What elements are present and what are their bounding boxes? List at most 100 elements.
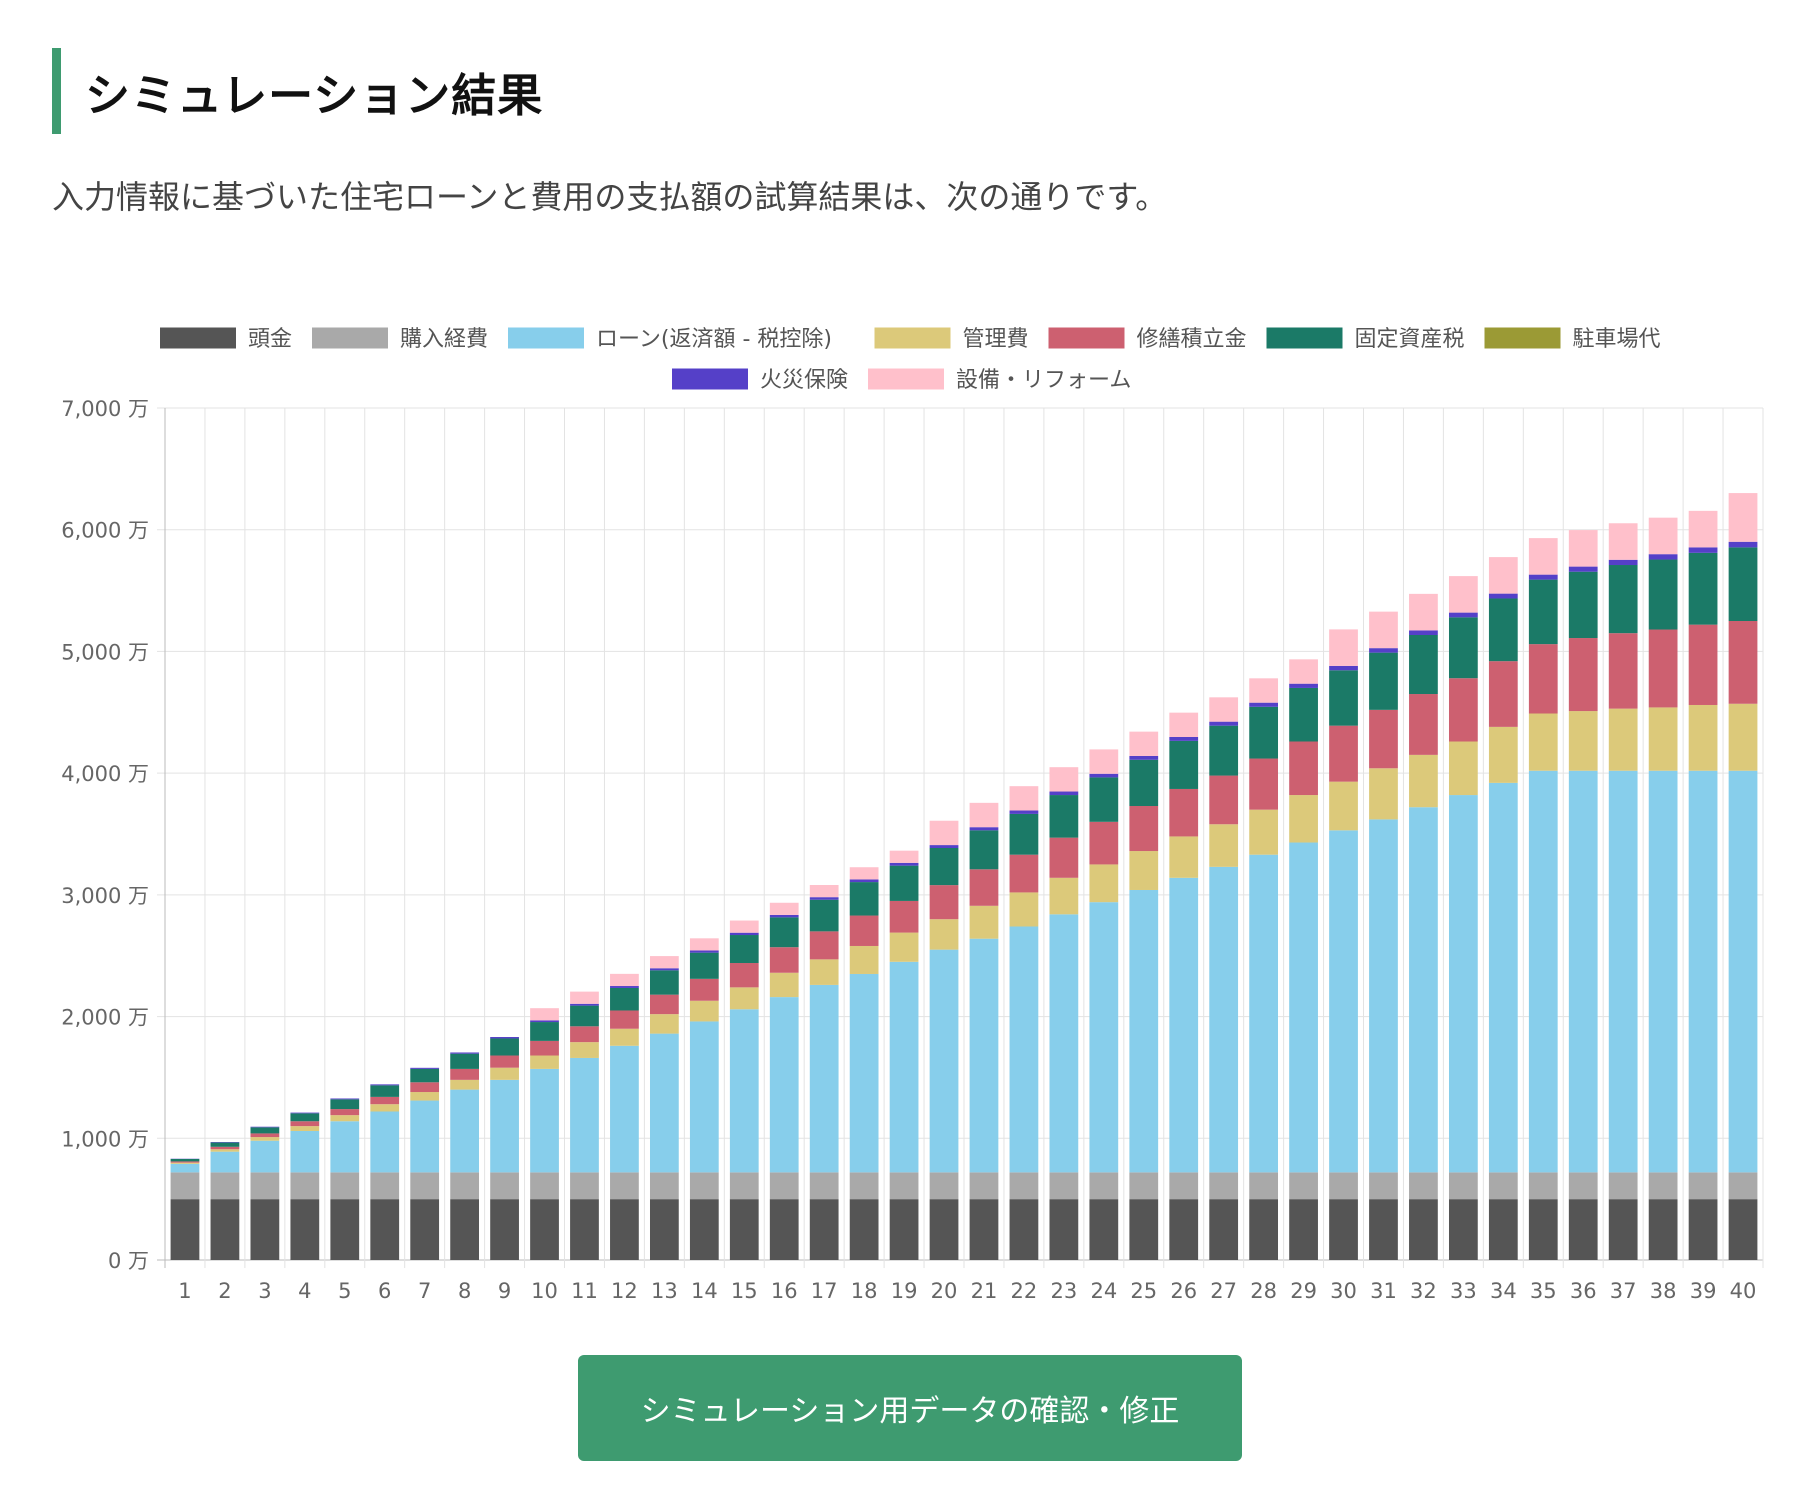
x-tick-label: 34: [1490, 1279, 1517, 1303]
bar-stack[interactable]: [450, 1052, 480, 1260]
bar-stack[interactable]: [689, 938, 719, 1260]
bar-segment: [1329, 725, 1358, 782]
bar-stack[interactable]: [530, 1008, 559, 1260]
bar-stack[interactable]: [1169, 712, 1199, 1260]
bar-stack[interactable]: [1129, 731, 1159, 1260]
bar-segment: [1249, 758, 1279, 810]
bar-segment: [809, 1172, 839, 1200]
bar-segment: [1209, 1172, 1239, 1200]
bar-segment: [1648, 554, 1678, 560]
bar-stack[interactable]: [1329, 629, 1358, 1260]
legend-item[interactable]: 頭金: [160, 327, 292, 352]
bar-segment: [1648, 1199, 1678, 1260]
bar-segment: [929, 949, 959, 1173]
bar-stack[interactable]: [210, 1142, 240, 1260]
bar-segment: [1688, 1199, 1718, 1260]
edit-simulation-data-button[interactable]: シミュレーション用データの確認・修正: [578, 1355, 1242, 1461]
bar-stack[interactable]: [1608, 523, 1638, 1260]
bar-stack[interactable]: [929, 820, 959, 1260]
bar-segment: [1568, 1199, 1598, 1260]
legend-item[interactable]: 設備・リフォーム: [868, 368, 1131, 393]
bar-stack[interactable]: [1049, 767, 1079, 1260]
bar-segment: [410, 1100, 440, 1173]
legend-item[interactable]: 固定資産税: [1266, 327, 1465, 352]
bar-stack[interactable]: [1369, 611, 1398, 1260]
legend-item[interactable]: ローン(返済額 - 税控除): [508, 327, 832, 352]
bar-stack[interactable]: [290, 1112, 320, 1260]
x-tick-label: 23: [1051, 1279, 1078, 1303]
bar-segment: [729, 987, 759, 1010]
legend-item[interactable]: 購入経費: [312, 327, 488, 352]
bar-stack[interactable]: [570, 991, 599, 1260]
bar-stack[interactable]: [769, 902, 799, 1260]
bar-segment: [1129, 806, 1159, 852]
bar-stack[interactable]: [1728, 493, 1758, 1260]
bar-segment: [1488, 782, 1518, 1173]
bar-segment: [969, 827, 999, 831]
bar-stack[interactable]: [809, 884, 839, 1260]
bar-stack[interactable]: [490, 1037, 519, 1260]
bar-segment: [210, 1142, 240, 1147]
legend-item[interactable]: 火災保険: [672, 368, 848, 393]
bar-stack[interactable]: [649, 956, 679, 1260]
bar-stack[interactable]: [1688, 510, 1718, 1260]
bar-segment: [689, 950, 719, 953]
bar-segment: [809, 884, 839, 898]
bar-segment: [889, 900, 919, 933]
bar-segment: [969, 869, 999, 906]
bar-stack[interactable]: [1209, 697, 1239, 1260]
page-title: シミュレーション結果: [85, 68, 544, 122]
legend-item[interactable]: 修繕積立金: [1048, 327, 1247, 352]
bar-segment: [410, 1067, 440, 1069]
x-tick-label: 36: [1570, 1279, 1597, 1303]
bar-stack[interactable]: [849, 867, 879, 1260]
bar-stack[interactable]: [250, 1126, 280, 1260]
bar-stack[interactable]: [1089, 749, 1119, 1260]
bar-stack[interactable]: [1448, 576, 1478, 1260]
bar-segment: [929, 919, 959, 950]
bar-stack[interactable]: [969, 802, 999, 1260]
bar-stack[interactable]: [330, 1098, 360, 1260]
bar-segment: [490, 1079, 519, 1173]
bar-stack[interactable]: [1409, 593, 1438, 1260]
bar-segment: [1009, 810, 1039, 814]
bar-stack[interactable]: [610, 973, 639, 1260]
bar-stack[interactable]: [370, 1084, 400, 1260]
bar-segment: [649, 970, 679, 995]
bar-stack[interactable]: [1009, 786, 1039, 1260]
bar-segment: [1648, 707, 1678, 771]
x-tick-label: 16: [771, 1279, 798, 1303]
bar-stack[interactable]: [889, 850, 919, 1260]
bar-segment: [1289, 1199, 1318, 1260]
bar-segment: [1249, 702, 1279, 707]
x-tick-label: 13: [651, 1279, 678, 1303]
bar-stack[interactable]: [1249, 678, 1279, 1260]
bar-segment: [1249, 1199, 1279, 1260]
legend-item[interactable]: 駐車場代: [1484, 327, 1661, 352]
bar-segment: [1169, 877, 1199, 1173]
bar-segment: [649, 956, 679, 969]
bar-stack[interactable]: [1568, 530, 1598, 1260]
bar-segment: [1209, 824, 1239, 867]
bar-segment: [1289, 659, 1318, 684]
x-tick-label: 3: [258, 1279, 271, 1303]
bar-segment: [410, 1068, 440, 1083]
bar-stack[interactable]: [729, 920, 759, 1260]
legend-label: ローン(返済額 - 税控除): [596, 327, 832, 352]
bar-segment: [649, 968, 679, 971]
legend-label: 駐車場代: [1573, 327, 1661, 352]
bar-stack[interactable]: [1289, 659, 1318, 1260]
bar-segment: [929, 1172, 959, 1200]
bar-stack[interactable]: [170, 1158, 200, 1260]
bar-stack[interactable]: [1488, 557, 1518, 1260]
bar-stack[interactable]: [1528, 538, 1558, 1260]
bar-segment: [450, 1199, 480, 1260]
bar-segment: [1129, 1199, 1159, 1260]
bar-segment: [809, 1199, 839, 1260]
bar-stack[interactable]: [410, 1067, 440, 1260]
bar-segment: [1169, 712, 1199, 737]
bar-segment: [1688, 547, 1718, 553]
bar-segment: [1528, 1199, 1558, 1260]
bar-stack[interactable]: [1648, 517, 1678, 1260]
legend-item[interactable]: 管理費: [874, 327, 1029, 352]
